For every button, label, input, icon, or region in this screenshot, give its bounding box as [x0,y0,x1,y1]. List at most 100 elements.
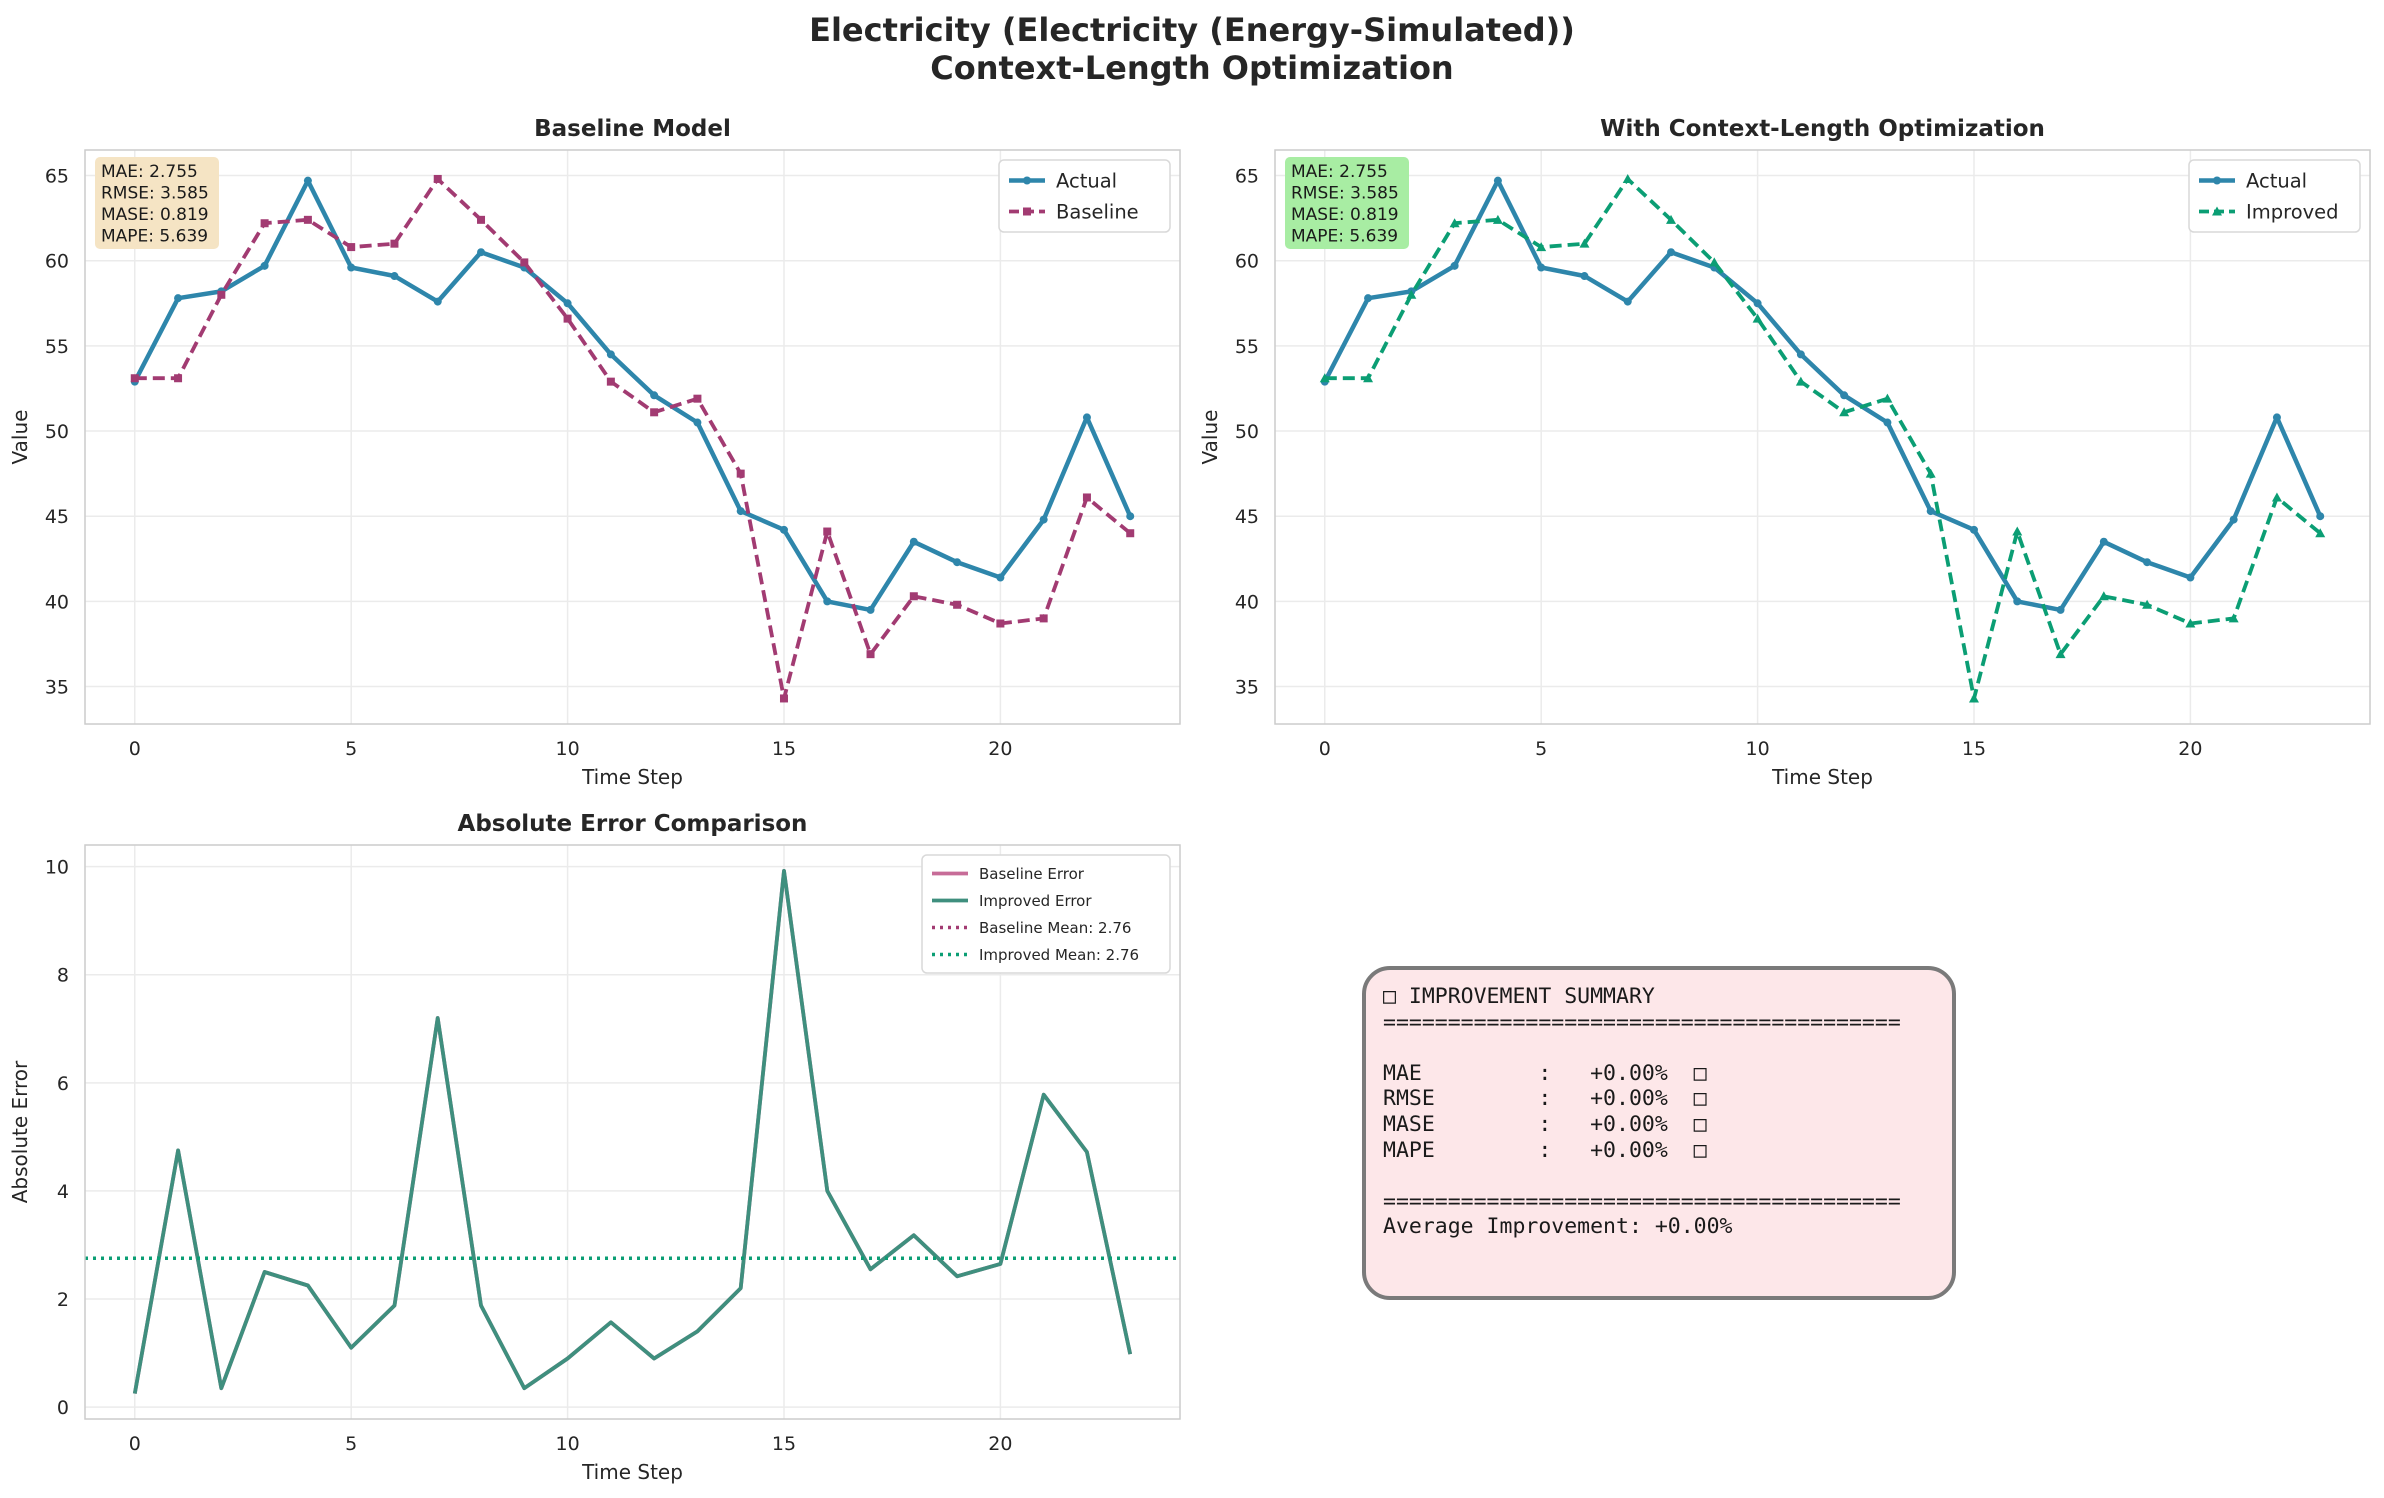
data-point [1883,418,1892,427]
improvement-summary-text: □ IMPROVEMENT SUMMARY ==================… [1383,984,1901,1240]
data-point [260,219,269,228]
metrics-text: RMSE: 3.585 [1291,184,1399,204]
y-tick-label: 60 [1235,251,1259,273]
data-point [1126,512,1135,521]
data-point [736,469,745,478]
data-point [1623,297,1632,306]
legend-marker [2212,206,2222,216]
plot-frame [84,844,1181,1420]
x-tick-label: 10 [1745,738,1769,760]
legend-label: Baseline Mean: 2.76 [979,919,1131,937]
data-point [1969,525,1978,534]
data-point [606,350,615,359]
data-point [693,394,702,403]
data-point [1926,507,1935,516]
data-point [1450,261,1459,270]
data-point [1039,515,1048,524]
y-tick-label: 55 [1235,336,1259,358]
series-actual [1320,176,2325,614]
series-line-baseline [134,177,1132,701]
y-tick-label: 40 [1235,591,1259,613]
y-tick-label: 50 [1235,421,1259,443]
data-point [693,418,702,427]
data-point [2098,591,2109,601]
chart-title: Baseline Model [534,116,731,142]
y-tick-label: 45 [45,506,69,528]
y-tick-label: 10 [45,857,69,879]
legend-marker [1023,176,1031,185]
data-point [1579,238,1590,248]
data-point [1709,257,1720,267]
legend-label: Improved [2246,201,2339,224]
data-point [1622,173,1633,183]
data-point [390,239,399,248]
data-point [1753,299,1762,308]
series-line-actual [1322,178,2323,613]
data-point [1840,391,1849,400]
data-point [823,597,832,606]
series-improved [1319,173,2326,703]
x-axis-label: Time Step [581,1460,683,1484]
data-point [1082,493,1091,502]
y-tick-label: 55 [45,336,69,358]
x-tick-label: 20 [2178,738,2202,760]
series-line-actual [132,178,1133,613]
y-tick-label: 65 [1235,166,1259,188]
metrics-text: MASE: 0.819 [1291,205,1399,225]
legend-label: Improved Mean: 2.76 [979,946,1139,964]
data-point [2316,512,2325,521]
y-tick-label: 65 [45,166,69,188]
data-point [477,248,486,257]
legend: Baseline Error Improved Error Baseline Mea… [921,854,1171,974]
data-point [433,297,442,306]
data-point [303,176,312,185]
data-point [779,525,788,534]
metrics-text: MAE: 2.755 [1291,162,1388,182]
data-point [1752,313,1763,323]
x-tick-label: 20 [988,738,1012,760]
y-tick-label: 8 [57,965,69,987]
improvement-summary-box [1362,966,1956,1300]
data-point [347,263,356,272]
series-baseline [130,174,1135,703]
data-point [1536,242,1547,252]
series-line-improved [1324,177,2322,701]
figure-title-line1: Electricity (Electricity (Energy-Simulat… [809,11,1575,49]
legend: Actual Baseline [998,159,1171,233]
x-tick-label: 15 [772,738,796,760]
data-point [2013,597,2022,606]
data-point [736,507,745,516]
data-point [866,605,875,614]
legend-label: Baseline Error [979,865,1085,883]
legend: Actual Improved [2188,159,2361,233]
y-tick-label: 2 [57,1289,69,1311]
data-point [2142,599,2153,609]
data-point [174,374,183,383]
data-point [2229,515,2238,524]
data-point [1364,294,1373,303]
y-tick-label: 4 [57,1181,69,1203]
legend-frame [921,854,1171,974]
series-line-improved-error [132,869,1133,1394]
x-tick-label: 5 [345,1433,357,1455]
legend-label: Improved Error [979,892,1092,910]
data-point [1126,529,1135,538]
data-point [1925,468,1936,478]
data-point [1493,176,1502,185]
baseline-model-chart: 0 5 10 15 20 35 40 45 50 55 60 65 Baseline Model Time… [8,116,1181,789]
data-point [1363,373,1374,383]
data-point [650,391,659,400]
data-point [260,261,269,270]
data-point [433,174,442,183]
data-point [1039,614,1048,623]
x-tick-label: 15 [772,1433,796,1455]
data-point [1580,272,1589,281]
data-point [2185,618,2196,628]
data-point [2272,413,2281,422]
data-point [909,537,918,546]
y-tick-label: 35 [45,677,69,699]
data-point [2056,605,2065,614]
data-point [1667,248,1676,257]
legend-frame [998,159,1171,233]
